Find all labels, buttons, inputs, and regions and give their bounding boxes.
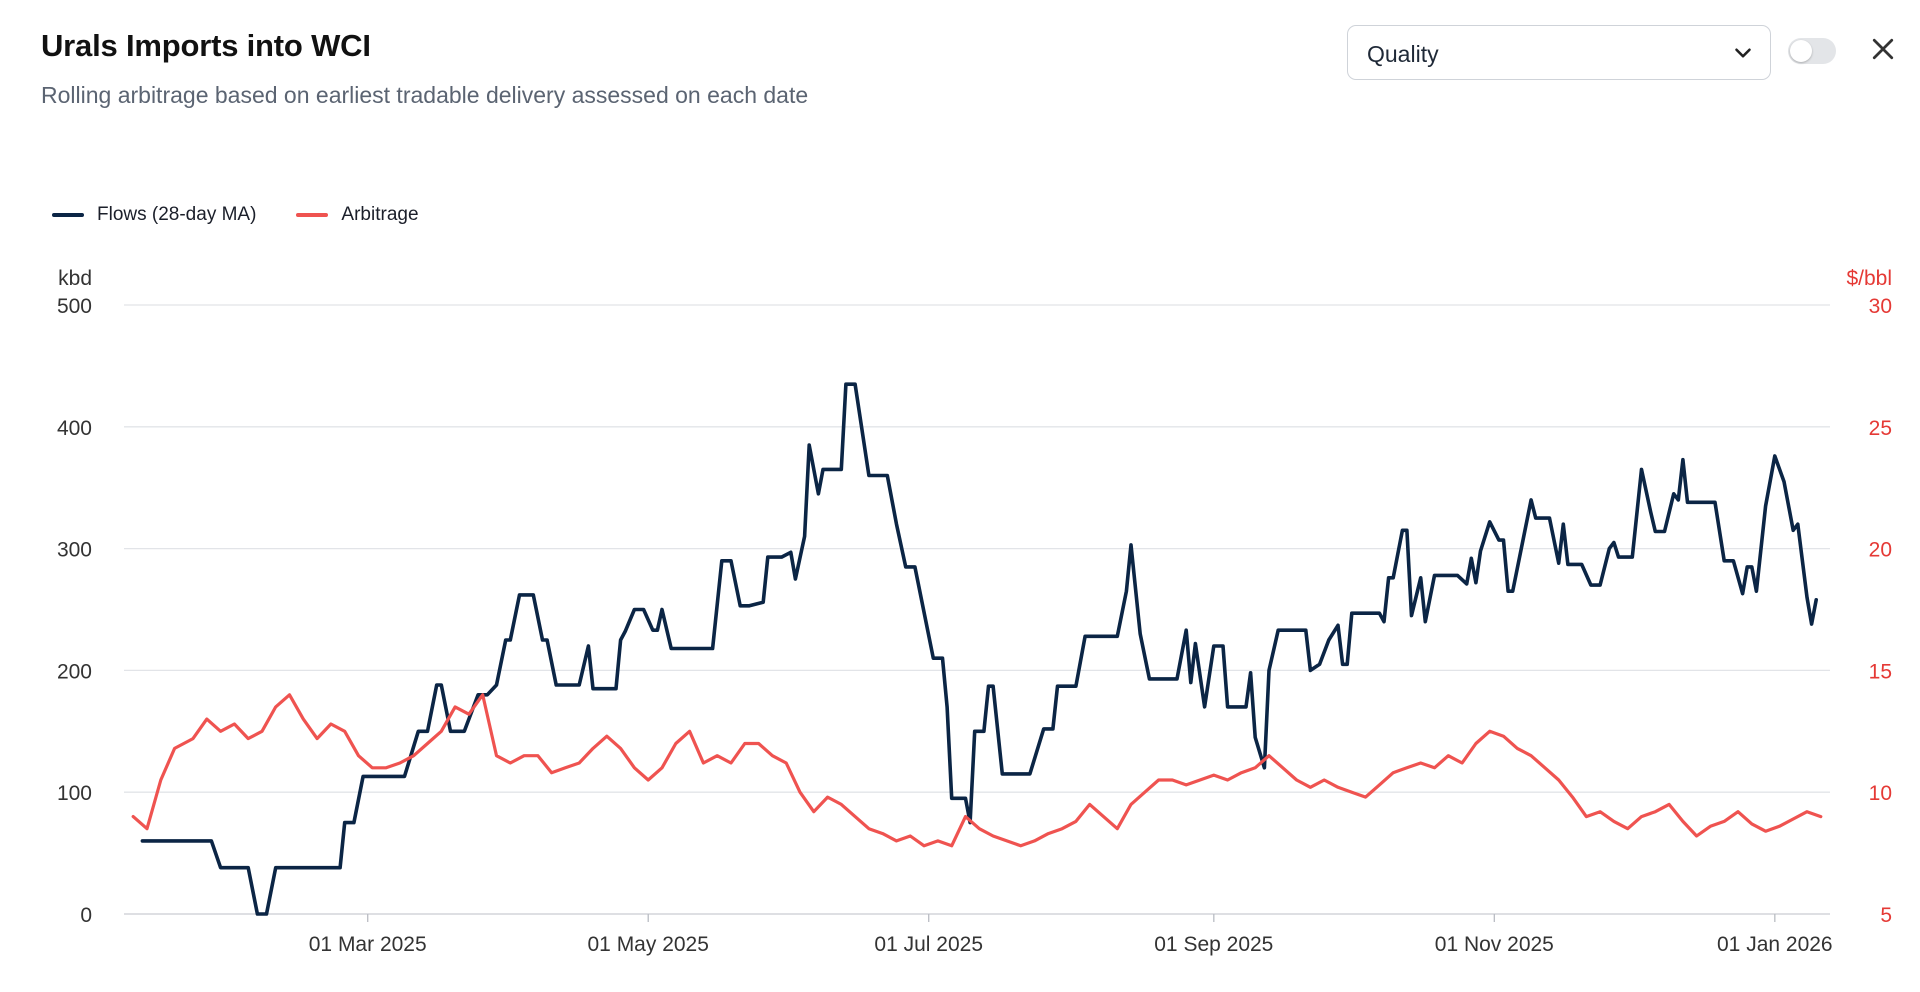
axis-layer: 0 100 200 300 400 500 5 10 15 20 25 30 kbd $/bbl 01 Ma… bbox=[57, 267, 1892, 956]
chevron-down-icon bbox=[1735, 48, 1751, 58]
dropdown-selected-value: Quality bbox=[1367, 41, 1439, 67]
y-right-tick-label: 30 bbox=[1869, 295, 1892, 318]
legend-label-flows: Flows (28-day MA) bbox=[97, 204, 257, 225]
toggle-switch[interactable] bbox=[1788, 38, 1836, 64]
y-right-tick-label: 10 bbox=[1869, 782, 1892, 805]
legend-item-flows[interactable]: Flows (28-day MA) bbox=[52, 204, 256, 226]
legend-swatch-arbitrage bbox=[296, 213, 329, 217]
y-left-tick-label: 200 bbox=[57, 660, 92, 683]
quality-dropdown[interactable]: Quality bbox=[1347, 25, 1771, 80]
x-tick-label: 01 Jul 2025 bbox=[874, 933, 983, 956]
y-left-tick-label: 0 bbox=[80, 904, 92, 927]
close-icon[interactable] bbox=[1868, 34, 1898, 64]
y-right-tick-label: 15 bbox=[1869, 660, 1892, 683]
y-right-tick-label: 20 bbox=[1869, 539, 1892, 562]
grid-layer bbox=[124, 304, 1830, 915]
y-right-tick-label: 5 bbox=[1880, 904, 1892, 927]
y-left-tick-label: 100 bbox=[57, 782, 92, 805]
y-right-axis-title: $/bbl bbox=[1846, 267, 1892, 290]
series-line-flows bbox=[140, 382, 1818, 916]
x-tick-label: 01 Mar 2025 bbox=[309, 933, 427, 956]
series-layer bbox=[131, 382, 1823, 916]
y-left-tick-label: 500 bbox=[57, 295, 92, 318]
chart-legend: Flows (28-day MA) Arbitrage bbox=[52, 204, 459, 226]
legend-swatch-flows bbox=[52, 213, 84, 217]
y-left-tick-label: 300 bbox=[57, 539, 92, 562]
y-left-axis-title: kbd bbox=[58, 267, 92, 290]
y-right-tick-label: 25 bbox=[1869, 417, 1892, 440]
x-tick-label: 01 Sep 2025 bbox=[1154, 933, 1273, 956]
toggle-knob bbox=[1790, 40, 1812, 62]
x-tick-label: 01 Jan 2026 bbox=[1717, 933, 1833, 956]
series-line-arbitrage bbox=[131, 693, 1823, 848]
y-left-tick-label: 400 bbox=[57, 417, 92, 440]
chart-title: Urals Imports into WCI bbox=[41, 28, 371, 63]
legend-item-arbitrage[interactable]: Arbitrage bbox=[296, 204, 419, 226]
chart-subtitle: Rolling arbitrage based on earliest trad… bbox=[41, 82, 809, 108]
legend-label-arbitrage: Arbitrage bbox=[341, 204, 419, 225]
x-tick-label: 01 May 2025 bbox=[588, 933, 709, 956]
x-tick-label: 01 Nov 2025 bbox=[1435, 933, 1554, 956]
